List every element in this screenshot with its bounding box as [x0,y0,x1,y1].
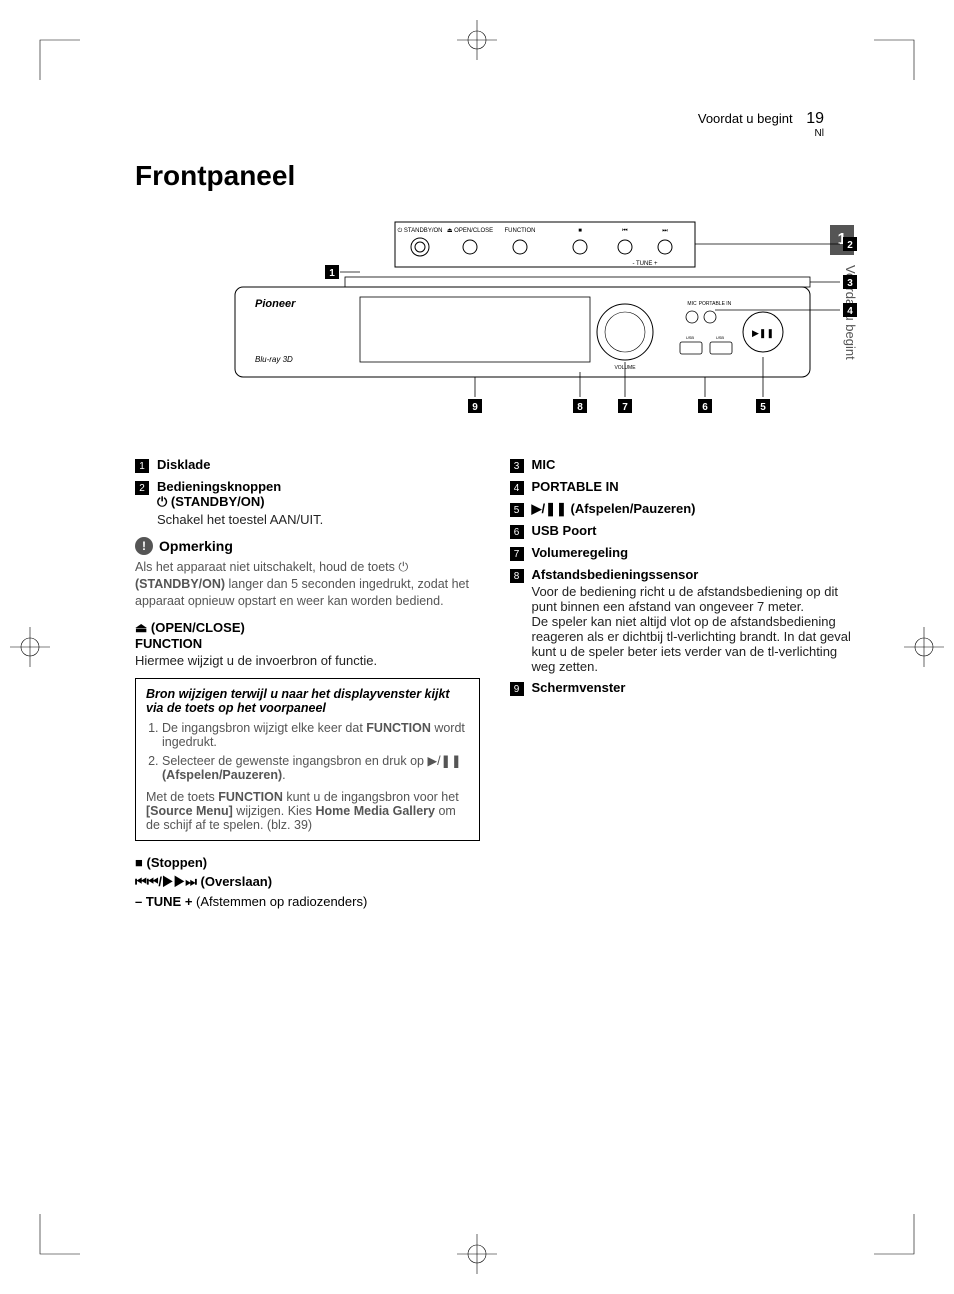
crop-mark [874,1214,934,1274]
box-step-2: Selecteer de gewenste ingangsbron en dru… [162,753,469,782]
svg-text:9: 9 [472,402,478,413]
svg-text:6: 6 [702,402,708,413]
item-1-label: Disklade [157,457,480,472]
item-3: 3 MIC [510,457,855,473]
badge-1: 1 [135,459,149,473]
item-6: 6 USB Poort [510,523,855,539]
item-4: 4 PORTABLE IN [510,479,855,495]
note-text: Als het apparaat niet uitschakelt, houd … [135,559,480,610]
item-7: 7 Volumeregeling [510,545,855,561]
badge-3: 3 [510,459,524,473]
svg-text:4: 4 [847,306,853,317]
badge-6: 6 [510,525,524,539]
svg-text:3: 3 [847,278,853,289]
badge-5: 5 [510,503,524,517]
front-panel-diagram: ⏻ STANDBY/ON ⏏ OPEN/CLOSE FUNCTION ■ ⏮ ⏭… [225,217,795,417]
svg-text:7: 7 [622,402,628,413]
eject-icon: ⏏ [135,620,147,635]
svg-text:1: 1 [329,268,335,279]
power-icon: ⏻ [157,494,167,509]
svg-text:Pioneer: Pioneer [255,298,296,310]
right-column: 3 MIC 4 PORTABLE IN 5 ▶/❚❚ (Afspelen/Pauzeren… [510,457,855,909]
svg-text:⏭: ⏭ [662,228,668,234]
svg-text:⏻ STANDBY/ON: ⏻ STANDBY/ON [398,227,443,234]
page-title: Frontpaneel [135,160,854,192]
svg-text:Blu-ray 3D: Blu-ray 3D [255,355,293,364]
play-pause-icon: ▶/❚❚ [427,754,461,768]
stop-icon: ■ [135,855,143,870]
svg-text:8: 8 [577,402,583,413]
power-icon: ⏻ [398,560,408,574]
item-2: 2 Bedieningsknoppen ⏻ (STANDBY/ON) Schak… [135,479,480,527]
item-9-label: Schermvenster [532,680,855,695]
item-8-label: Afstandsbedieningssensor [532,567,855,582]
badge-7: 7 [510,547,524,561]
box-title: Bron wijzigen terwijl u naar het display… [146,687,469,715]
section-name: Voordat u begint [698,111,793,126]
instruction-box: Bron wijzigen terwijl u naar het display… [135,678,480,841]
note-block: ! Opmerking Als het apparaat niet uitsch… [135,537,480,610]
svg-text:■: ■ [578,228,582,234]
lang-code: Nl [698,128,824,139]
note-title: Opmerking [159,538,233,554]
item-6-label: USB Poort [532,523,855,538]
badge-8: 8 [510,569,524,583]
left-column: 1 Disklade 2 Bedieningsknoppen ⏻ (STANDB… [135,457,480,909]
registration-mark [457,1234,497,1274]
item-9: 9 Schermvenster [510,680,855,696]
item-8: 8 Afstandsbedieningssensor Voor de bedieni… [510,567,855,674]
note-icon: ! [135,537,153,555]
item-3-label: MIC [532,457,855,472]
item-7-label: Volumeregeling [532,545,855,560]
open-close-row: ⏏ (OPEN/CLOSE) FUNCTION Hiermee wijzigt … [135,620,480,668]
svg-text:USB: USB [716,335,725,340]
page-number: 19 [806,110,824,127]
tune-label: – TUNE + [135,894,192,909]
item-1: 1 Disklade [135,457,480,473]
play-pause-icon: ▶/❚❚ [532,501,571,516]
svg-text:▶❚❚: ▶❚❚ [752,328,774,339]
item-5-label: ▶/❚❚ (Afspelen/Pauzeren) [532,501,855,517]
svg-text:FUNCTION: FUNCTION [505,228,536,234]
svg-text:MIC: MIC [687,301,697,307]
svg-text:PORTABLE IN: PORTABLE IN [699,301,732,307]
badge-2: 2 [135,481,149,495]
item-4-label: PORTABLE IN [532,479,855,494]
svg-text:2: 2 [847,240,853,251]
bottom-controls: ■ (Stoppen) ⏮⏮/▶▶⏭ (Overslaan) – TUNE + … [135,855,480,909]
item-8-desc: Voor de bediening richt u de afstandsbed… [532,584,855,674]
page-header: Voordat u begint 19 Nl [698,110,824,139]
svg-text:- TUNE +: - TUNE + [632,261,658,267]
box-note: Met de toets FUNCTION kunt u de ingangsb… [146,790,469,832]
badge-4: 4 [510,481,524,495]
svg-text:⏏ OPEN/CLOSE: ⏏ OPEN/CLOSE [447,228,493,234]
svg-text:⏮: ⏮ [622,228,628,234]
crop-mark [20,1214,80,1274]
svg-text:5: 5 [760,402,766,413]
function-label: FUNCTION [135,636,480,651]
function-desc: Hiermee wijzigt u de invoerbron of funct… [135,653,480,668]
item-5: 5 ▶/❚❚ (Afspelen/Pauzeren) [510,501,855,517]
skip-icon: ⏮⏮/▶▶⏭ [135,874,197,889]
svg-text:USB: USB [686,335,695,340]
badge-9: 9 [510,682,524,696]
item-2-label: Bedieningsknoppen [157,479,480,494]
tune-desc: (Afstemmen op radiozenders) [192,894,367,909]
standby-on-desc: Schakel het toestel AAN/UIT. [157,512,480,527]
box-step-1: De ingangsbron wijzigt elke keer dat FUN… [162,721,469,749]
standby-on-label: ⏻ (STANDBY/ON) [157,494,480,510]
